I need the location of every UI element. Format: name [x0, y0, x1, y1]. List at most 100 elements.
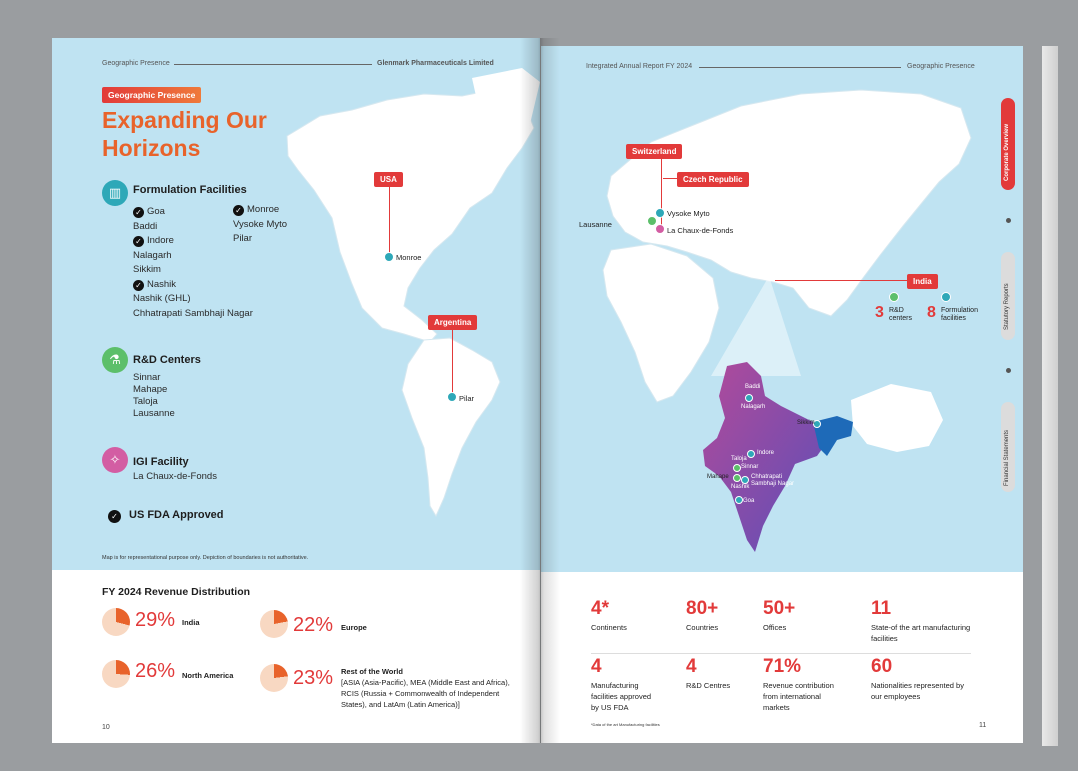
chaux-label: La Chaux-de-Fonds — [667, 226, 734, 235]
stat-label: Countries — [686, 623, 719, 632]
facility-item: Sikkim — [133, 263, 253, 278]
facility-item: ✓ Monroe — [233, 203, 287, 218]
igi-list: La Chaux-de-Fonds — [133, 470, 217, 485]
lausanne-pin — [647, 216, 657, 226]
facility-item: ✓ Indore — [133, 234, 253, 249]
facility-item: Baddi — [133, 220, 253, 235]
right-header-section: Geographic Presence — [907, 63, 975, 70]
map-disclaimer: Map is for representational purpose only… — [102, 555, 309, 561]
facility-item: Nashik (GHL) — [133, 292, 253, 307]
check-icon: ✓ — [133, 236, 144, 247]
mahape-pin — [733, 474, 741, 482]
argentina-tag: Argentina — [428, 315, 478, 330]
page-title: Expanding Our Horizons — [102, 106, 302, 162]
south-america-shape — [401, 337, 501, 518]
fda-label: US FDA Approved — [129, 509, 224, 521]
vysoke-pin — [655, 208, 665, 218]
stat-label: R&D Centres — [686, 681, 731, 690]
usa-tag: USA — [374, 172, 403, 187]
page-edge — [1042, 46, 1058, 746]
stat-number: 4* — [591, 598, 609, 619]
facility-name: Nashik — [147, 278, 177, 290]
stat-number: 11 — [871, 598, 892, 619]
tab-statutory-reports[interactable] — [1001, 252, 1015, 340]
rnd-list: Sinnar Mahape Taloja Lausanne — [133, 372, 175, 420]
location-item: Mahape — [133, 384, 168, 395]
india-rnd-pin — [889, 292, 899, 302]
location-item: La Chaux-de-Fonds — [133, 471, 217, 482]
facility-item: Chhatrapati Sambhaji Nagar — [133, 307, 253, 322]
india-form-label-2: facilities — [941, 315, 966, 322]
left-header-company: Glenmark Pharmaceuticals Limited — [377, 60, 494, 67]
india-tag: India — [907, 274, 938, 289]
footnote: *Data of the art Manufacturing facilitie… — [591, 722, 660, 727]
revenue-pie — [102, 660, 130, 688]
right-header-report: Integrated Annual Report FY 2024 — [586, 63, 693, 70]
facility-item: Pilar — [233, 232, 287, 247]
stat-number: 80+ — [686, 598, 719, 619]
facility-name: Goa — [147, 206, 165, 217]
flask-icon: ⚗ — [102, 347, 128, 373]
tab-statutory-reports-label: Statutory Reports — [1004, 283, 1010, 330]
formulation-title: Formulation Facilities — [133, 184, 247, 196]
india-formulation-label: Formulation facilities — [941, 307, 978, 323]
north-america-shape — [286, 89, 535, 343]
tab-financial-statements[interactable] — [1001, 402, 1015, 492]
northeast-region-shape — [813, 416, 853, 456]
pilar-label: Pilar — [459, 394, 475, 403]
igi-title: IGI Facility — [133, 456, 189, 468]
facility-name: Pilar — [233, 233, 253, 244]
formulation-list-col1: ✓ Goa Baddi ✓ Indore Nalagarh Sikkim ✓ Nashik Nas… — [133, 205, 253, 321]
sikkim-pin — [813, 420, 821, 428]
revenue-percent: 26% — [135, 660, 176, 682]
facility-item: Nalagarh — [133, 249, 253, 264]
stat-label: Manufacturing facilities approved by US … — [591, 681, 652, 712]
revenue-pie — [102, 608, 130, 636]
india-zoom-beam — [711, 276, 801, 376]
stat-number: 60 — [871, 656, 893, 677]
revenue-pie — [260, 664, 288, 692]
chhatrapati-pin — [741, 476, 749, 484]
right-page: Switzerland Czech Republic Lausanne Vyso… — [541, 46, 1023, 743]
czech-stem — [661, 186, 662, 208]
formulation-list-col2: ✓ Monroe Vysoke Myto Pilar — [233, 203, 287, 247]
facility-name: Baddi — [133, 220, 158, 232]
vysoke-label: Vysoke Myto — [667, 209, 710, 218]
stat-label: State-of the art manufacturing facilitie… — [871, 623, 971, 643]
facility-item: ✓ Nashik — [133, 278, 253, 293]
revenue-percent: 23% — [293, 667, 334, 689]
india-map-shape — [703, 362, 827, 552]
left-page-number: 10 — [102, 724, 110, 731]
right-page-number: 11 — [979, 722, 987, 729]
nalagarh-label: Nalagarh — [741, 404, 766, 410]
chaux-pin — [655, 224, 665, 234]
check-icon: ✓ — [133, 279, 144, 291]
revenue-pie — [260, 610, 288, 638]
facility-name: Sikkim — [133, 264, 161, 275]
facility-name: Nalagarh — [133, 249, 172, 261]
stat-label: Continents — [591, 623, 627, 632]
facility-name: Nashik (GHL) — [133, 293, 191, 304]
nashik-label: Nashik — [731, 484, 750, 490]
location-item: Lausanne — [133, 408, 175, 419]
revenue-region: India — [182, 618, 200, 627]
facility-name: Chhatrapati Sambhaji Nagar — [133, 307, 253, 319]
stat-number: 4 — [591, 656, 602, 677]
check-icon: ✓ — [233, 205, 244, 216]
taloja-label: Taloja — [731, 456, 747, 462]
pilar-pin — [447, 392, 457, 402]
check-icon: ✓ — [108, 510, 121, 523]
goa-label: Goa — [743, 498, 755, 504]
africa-shape — [602, 243, 720, 403]
right-map-area: Switzerland Czech Republic Lausanne Vyso… — [541, 46, 1023, 572]
eurasia-shape — [606, 89, 972, 317]
india-rnd-label-2: centers — [889, 315, 912, 322]
argentina-stem — [452, 328, 453, 394]
stat-label: Nationalities represented by our employe… — [871, 681, 964, 701]
stat-number: 50+ — [763, 598, 796, 619]
tab-corporate-overview[interactable] — [1001, 98, 1015, 190]
fda-legend: ✓ US FDA Approved — [108, 509, 224, 523]
facility-name: Monroe — [247, 204, 280, 215]
india-rnd-number: 3 — [875, 304, 884, 321]
tab-corporate-overview-label: Corporate Overview — [1004, 123, 1010, 181]
